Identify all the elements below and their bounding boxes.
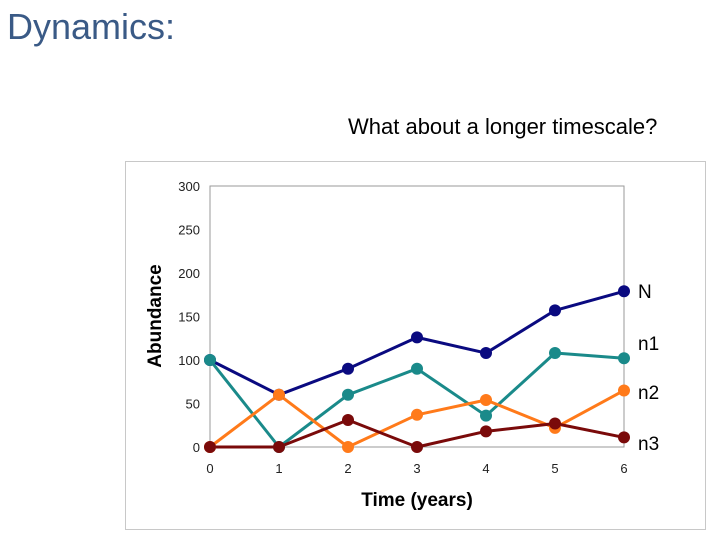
data-point-n1 — [480, 409, 492, 422]
data-point-n1 — [549, 347, 561, 360]
data-point-N — [342, 362, 354, 375]
y-tick-label: 300 — [178, 179, 200, 194]
x-tick-labels: 0 1 2 3 4 5 6 — [206, 461, 627, 476]
y-tick-label: 250 — [178, 223, 200, 238]
y-tick-label: 100 — [178, 353, 200, 368]
data-point-N — [549, 304, 561, 317]
data-point-n1 — [618, 352, 630, 365]
data-point-n3 — [273, 441, 285, 453]
x-tick-label: 4 — [482, 461, 489, 476]
y-axis-title: Abundance — [145, 264, 166, 367]
x-tick-label: 1 — [275, 461, 282, 476]
y-tick-label: 200 — [178, 266, 200, 281]
data-point-n2 — [618, 384, 630, 397]
y-tick-labels: 0 50 100 150 200 250 300 — [178, 179, 200, 455]
legend-label-n1: n1 — [638, 334, 659, 355]
legend-label-n2: n2 — [638, 383, 659, 404]
y-tick-label: 50 — [186, 397, 200, 412]
data-point-n3 — [480, 425, 492, 438]
data-point-n3 — [411, 441, 423, 453]
x-tick-label: 6 — [620, 461, 627, 476]
y-tick-label: 150 — [178, 310, 200, 325]
data-point-n3 — [549, 417, 561, 430]
legend: Nn1 n2 n3 — [638, 282, 659, 455]
slide-subtitle: What about a longer timescale? — [348, 114, 658, 139]
data-point-n1 — [204, 354, 216, 366]
data-point-N — [411, 331, 423, 344]
data-point-n3 — [204, 441, 216, 453]
x-tick-label: 5 — [551, 461, 558, 476]
data-point-n2 — [411, 408, 423, 421]
legend-label-N: N — [638, 282, 652, 303]
x-tick-label: 3 — [413, 461, 420, 476]
x-axis-title: Time (years) — [361, 490, 473, 511]
data-point-N — [480, 347, 492, 360]
data-point-N — [618, 285, 630, 298]
chart-frame — [125, 161, 706, 530]
data-point-n2 — [342, 441, 354, 453]
data-point-n1 — [411, 362, 423, 375]
x-tick-label: 2 — [344, 461, 351, 476]
legend-label-n3: n3 — [638, 434, 659, 455]
plot-area — [209, 185, 625, 448]
y-tick-label: 0 — [193, 440, 200, 455]
data-point-n2 — [480, 394, 492, 407]
slide-title: Dynamics: — [7, 6, 176, 47]
x-tick-label: 0 — [206, 461, 213, 476]
data-point-n3 — [618, 431, 630, 444]
data-point-n2 — [273, 388, 285, 401]
data-point-n3 — [342, 414, 354, 427]
data-point-n1 — [342, 388, 354, 401]
series-points — [204, 285, 630, 453]
